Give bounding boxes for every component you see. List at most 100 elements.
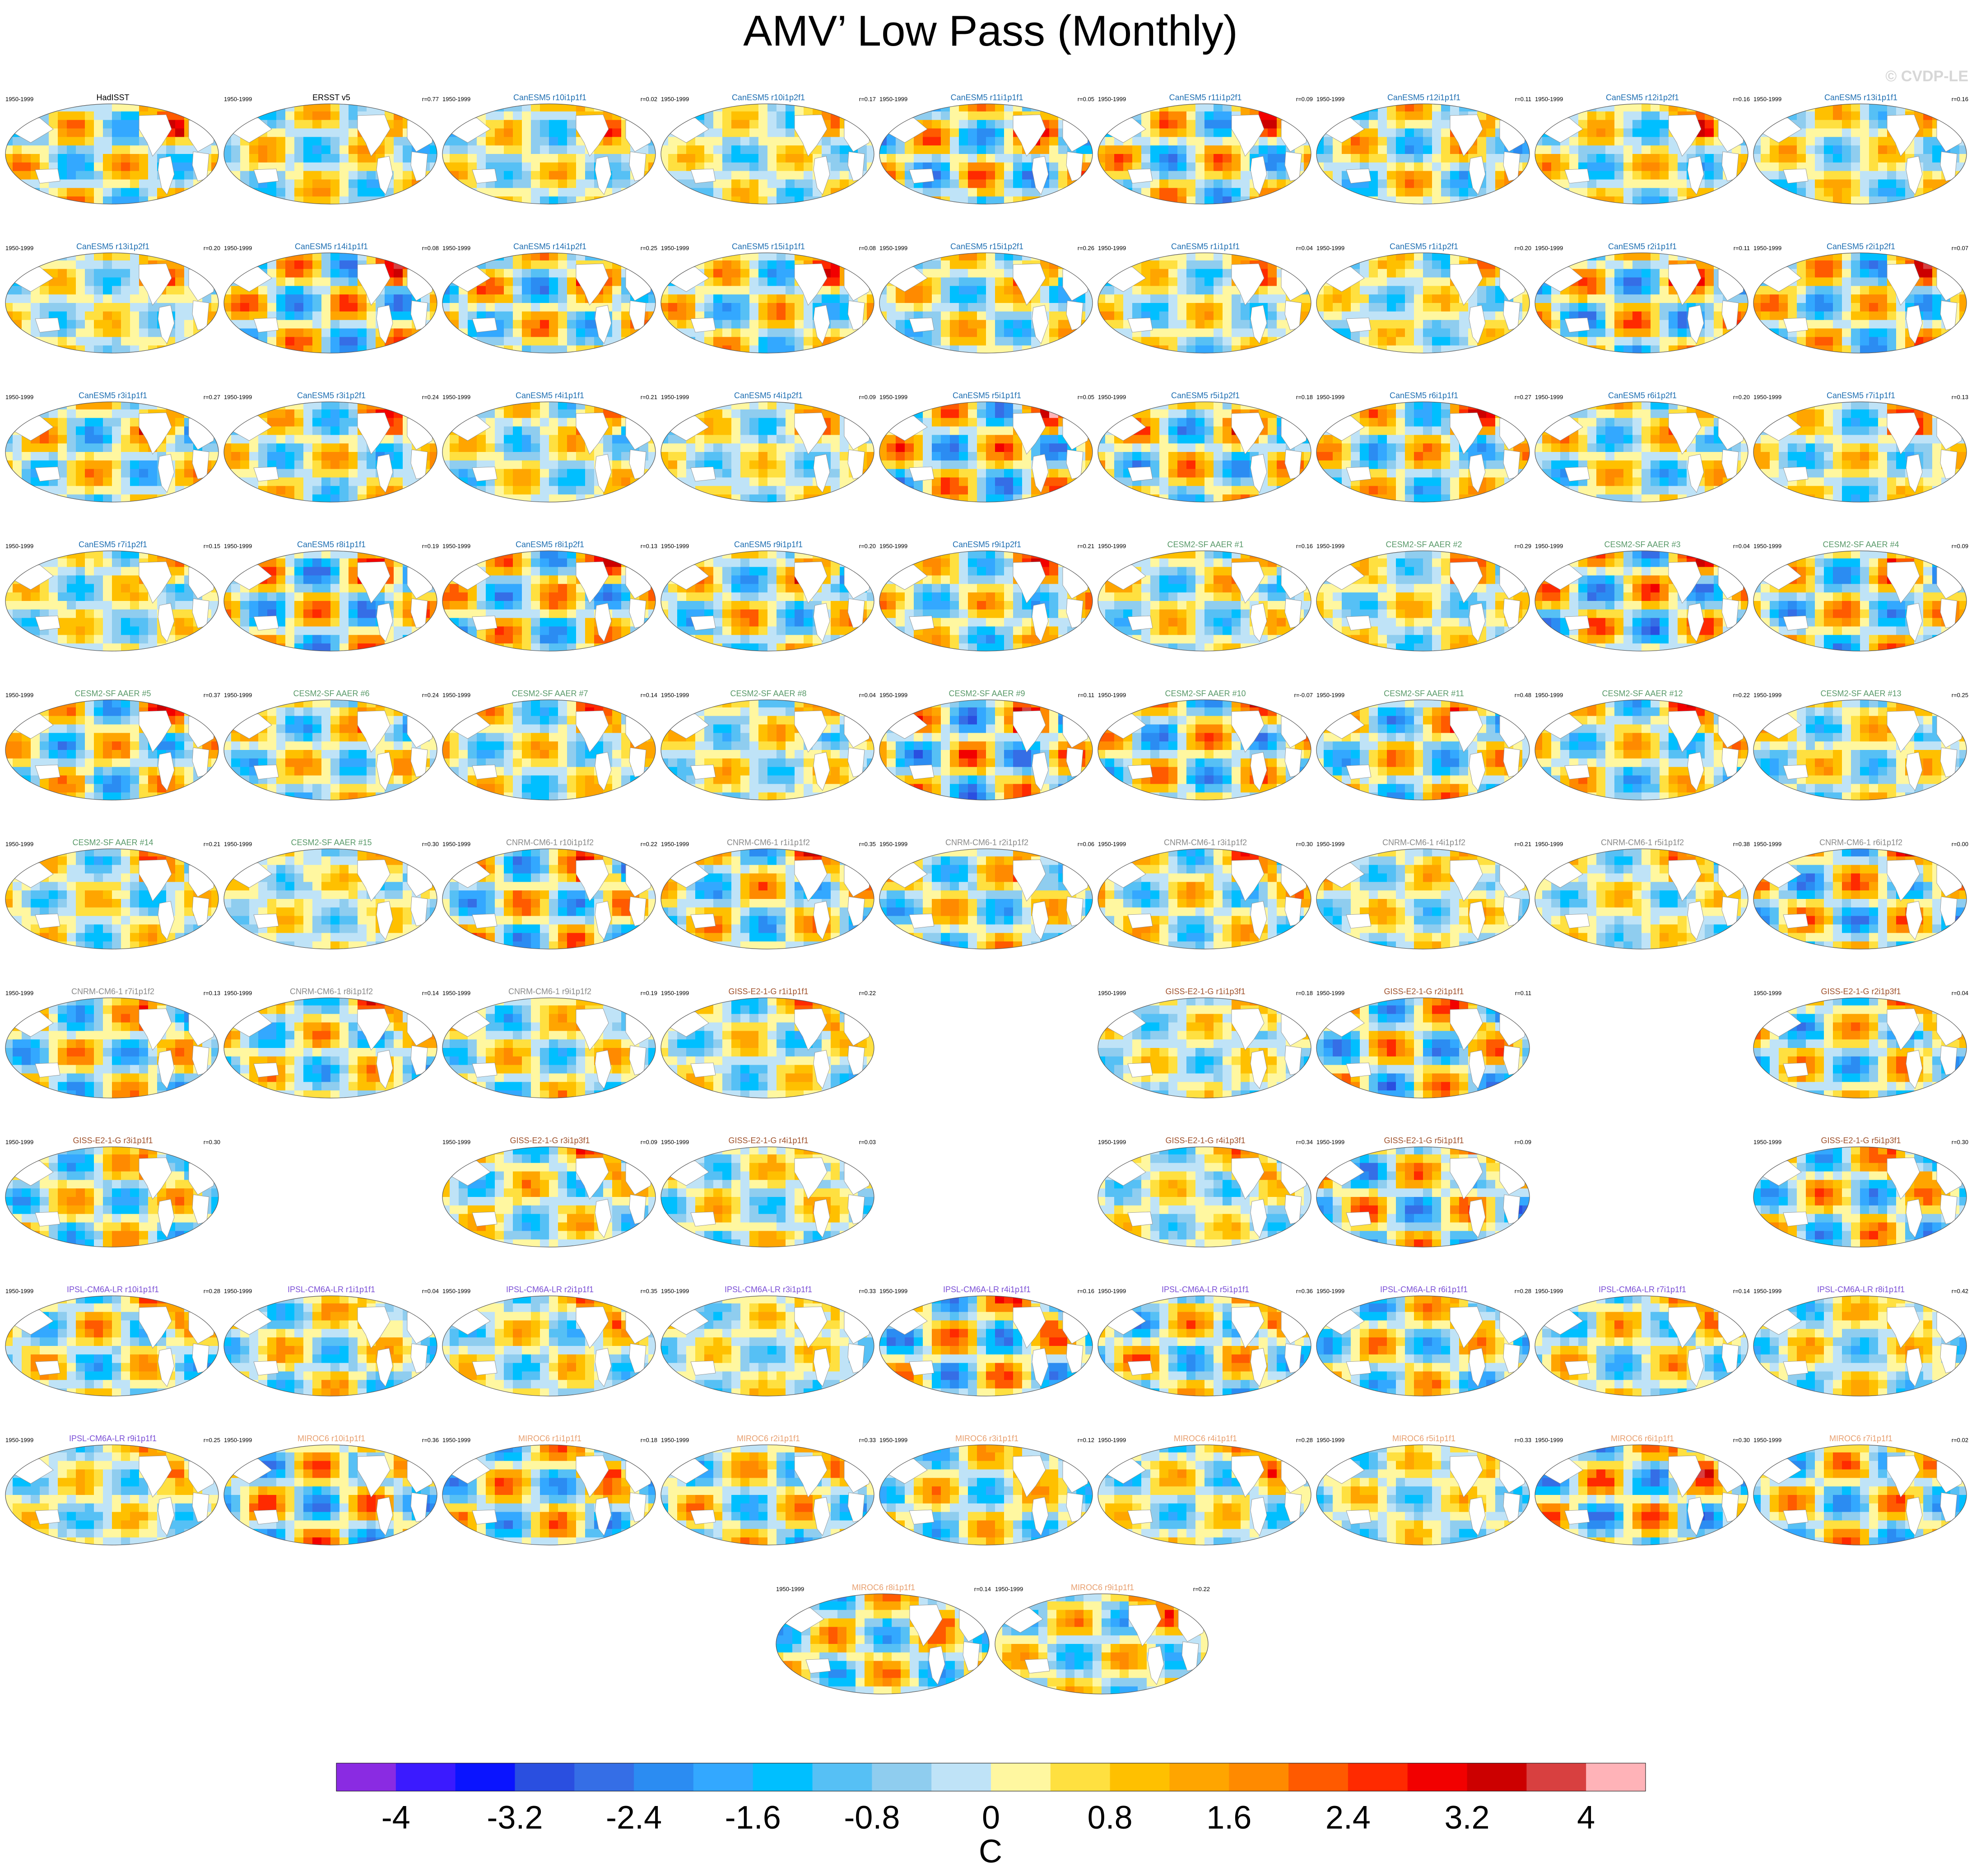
map-cell (1651, 128, 1660, 137)
map-cell (513, 120, 522, 129)
map-cell (630, 104, 640, 112)
map-cell (1195, 269, 1205, 278)
panel-period: 1950-1999 (661, 96, 689, 102)
map-cell (1887, 145, 1897, 154)
map-cell (758, 104, 768, 112)
map-cell (1596, 277, 1606, 286)
map-cell (103, 162, 112, 172)
map-cell (139, 320, 149, 329)
map-cell (713, 320, 723, 329)
map-cell (677, 303, 687, 312)
map-cell (1186, 111, 1196, 121)
map-cell (585, 253, 595, 261)
map-outline (442, 103, 656, 205)
map-cell (1159, 154, 1169, 163)
map-cell (240, 154, 250, 163)
map-cell (777, 137, 786, 146)
map-cell (661, 179, 669, 188)
map-cell (276, 154, 286, 163)
map-cell (795, 337, 804, 346)
map-cell (831, 269, 840, 278)
map-cell (786, 196, 795, 204)
map-cell (1396, 345, 1405, 353)
map-cell (1432, 320, 1442, 329)
map-cell (513, 303, 522, 312)
map-cell (1860, 128, 1869, 137)
map-cell (339, 269, 349, 278)
map-cell (495, 328, 504, 337)
map-cell (1513, 179, 1523, 188)
map-cell (1022, 171, 1032, 180)
map-cell (1779, 145, 1788, 154)
map-cell (959, 345, 968, 353)
map-cell (1788, 188, 1797, 197)
map-cell (1333, 104, 1342, 112)
map-cell (1761, 137, 1770, 146)
map-cell (540, 253, 549, 261)
map-cell (932, 286, 941, 295)
map-cell (1486, 196, 1496, 204)
map-cell (22, 253, 31, 261)
map-cell (749, 320, 759, 329)
map-cell (5, 269, 13, 278)
map-cell (85, 337, 94, 346)
map-cell (531, 104, 540, 112)
map-cell (1753, 145, 1761, 154)
map-cell (1159, 328, 1169, 337)
map-cell (1214, 154, 1223, 163)
map-cell (403, 104, 412, 112)
map-cell (1268, 328, 1277, 337)
map-cell (130, 277, 140, 286)
map-cell (731, 137, 741, 146)
map-cell (202, 111, 212, 121)
map-cell (412, 345, 421, 353)
map-cell (1277, 253, 1286, 261)
map-cell (1378, 145, 1387, 154)
map-cell (103, 104, 112, 112)
map-cell (430, 188, 437, 197)
map-cell (1304, 277, 1311, 286)
map-cell (1824, 171, 1833, 180)
map-cell (459, 145, 468, 154)
map-cell (1396, 137, 1405, 146)
map-cell (1632, 162, 1642, 172)
map-cell (1815, 154, 1824, 163)
map-cell (495, 128, 504, 137)
map-cell (258, 104, 268, 112)
map-cell (1277, 294, 1286, 303)
map-cell (758, 253, 768, 261)
map-cell (1542, 294, 1552, 303)
map-cell (840, 171, 849, 180)
map-cell (49, 345, 58, 353)
map-cell (1522, 154, 1530, 163)
map-cell (950, 311, 959, 321)
map-cell (450, 162, 459, 172)
map-cell (22, 188, 31, 197)
map-cell (558, 171, 567, 180)
map-cell (240, 111, 250, 121)
map-cell (112, 311, 121, 321)
map-cell (1342, 303, 1351, 312)
map-cell (822, 260, 831, 270)
map-cell (1369, 311, 1378, 321)
map-cell (1351, 104, 1360, 112)
map-cell (1168, 120, 1178, 129)
map-cell (394, 145, 403, 154)
map-cell (139, 104, 149, 112)
panel-correlation: r=0.02 (641, 96, 657, 102)
map-cell (758, 196, 768, 204)
map-cell (1578, 137, 1588, 146)
map-cell (1360, 253, 1369, 261)
map-cell (1123, 179, 1133, 188)
map-cell (1150, 303, 1160, 312)
map-cell (1342, 188, 1351, 197)
map-cell (887, 269, 896, 278)
map-cell (867, 320, 874, 329)
land-mask (1127, 168, 1153, 184)
map-cell (403, 337, 412, 346)
map-cell (430, 260, 437, 270)
map-cell (1851, 104, 1860, 112)
map-panel: 1950-1999 CanESM5 r13i1p2f1 r=0.20 (4, 239, 222, 386)
map-cell (1342, 196, 1351, 204)
map-cell (240, 104, 250, 112)
